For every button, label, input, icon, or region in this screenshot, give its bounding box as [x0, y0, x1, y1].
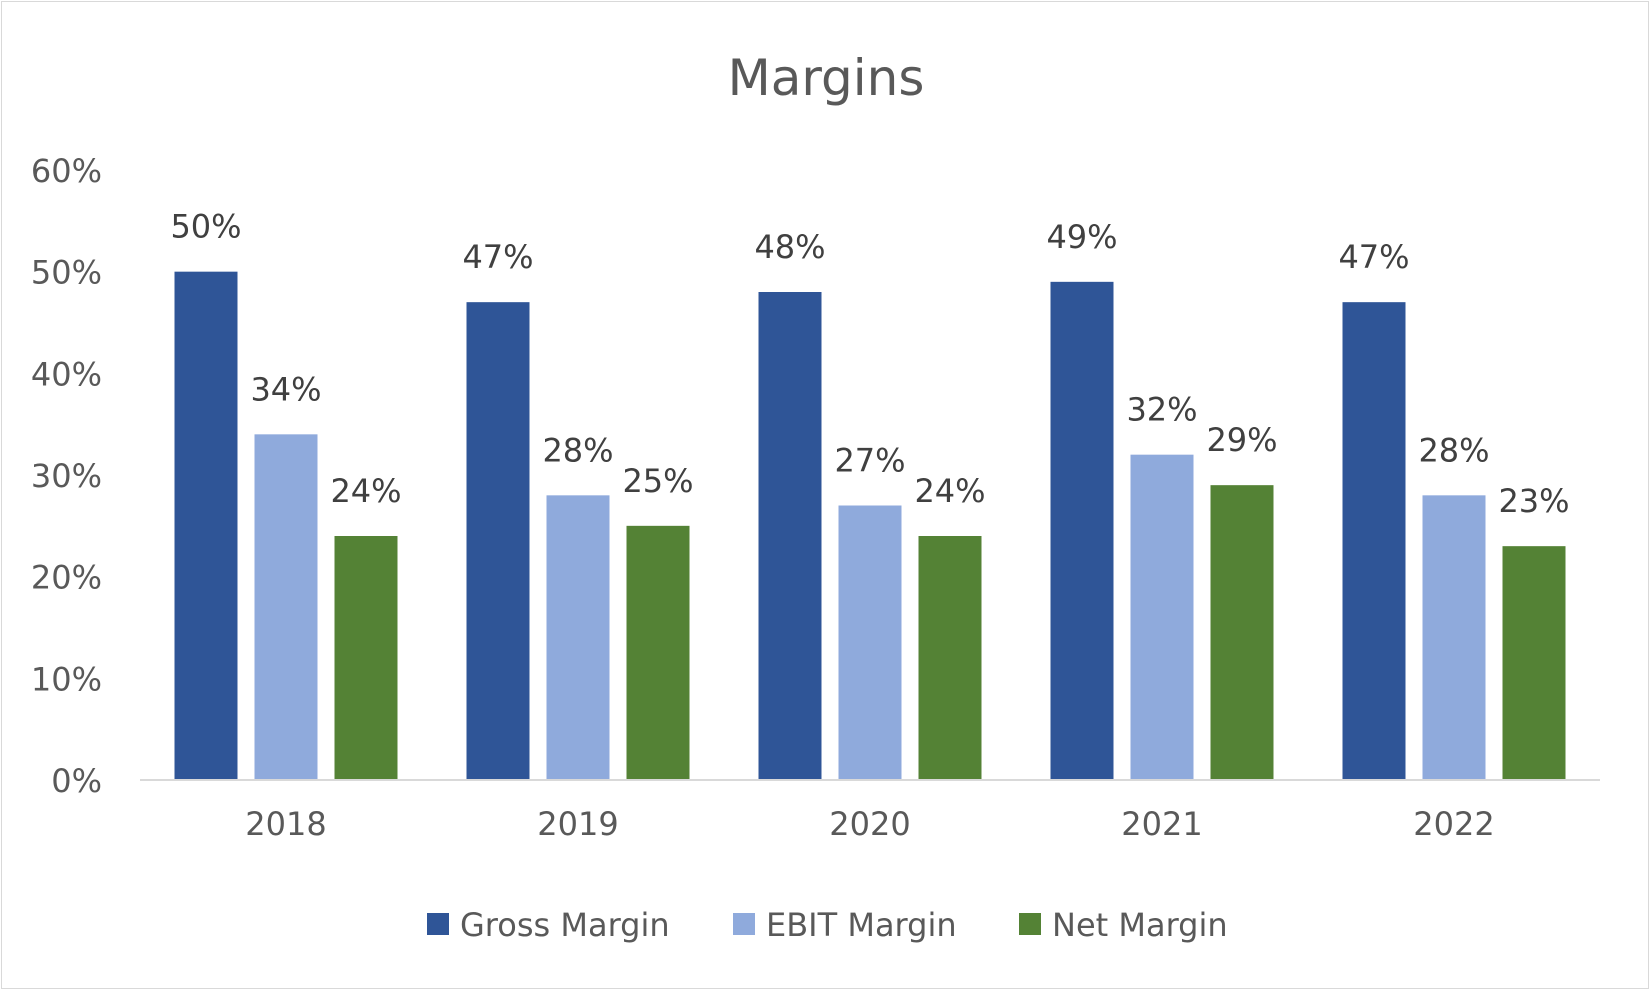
- y-tick-label: 10%: [31, 660, 102, 698]
- chart-legend: Gross Margin EBIT Margin Net Margin: [427, 906, 1228, 944]
- y-tick-label: 30%: [31, 457, 102, 495]
- bar-ebit-margin-2020: [838, 505, 902, 780]
- data-label: 28%: [542, 431, 613, 469]
- x-tick-label: 2022: [1413, 805, 1494, 843]
- bar-ebit-margin-2021: [1130, 454, 1194, 780]
- y-tick-label: 0%: [51, 762, 102, 800]
- y-tick-label: 20%: [31, 559, 102, 597]
- data-label: 47%: [1338, 238, 1409, 276]
- bar-gross-margin-2020: [758, 292, 822, 780]
- legend-swatch: [733, 913, 755, 935]
- data-label: 48%: [754, 228, 825, 266]
- bar-group-2018: 50% 34% 24%: [170, 208, 402, 780]
- x-tick-label: 2020: [829, 805, 910, 843]
- bar-gross-margin-2021: [1050, 281, 1114, 780]
- bar-group-2021: 49% 32%29%: [1046, 218, 1278, 780]
- data-label: 25%: [622, 462, 693, 500]
- bar-net-margin-2019: [626, 525, 690, 780]
- bar-net-margin-2021: [1210, 485, 1274, 780]
- y-tick-label: 60%: [31, 152, 102, 190]
- bar-ebit-margin-2022: [1422, 495, 1486, 780]
- bar-group-2020: 48% 27%24%: [754, 228, 986, 780]
- data-label: 23%: [1498, 482, 1569, 520]
- data-label: 24%: [330, 472, 401, 510]
- data-label: 29%: [1206, 421, 1277, 459]
- legend-label: Gross Margin: [460, 906, 670, 944]
- bar-ebit-margin-2018: [254, 434, 318, 780]
- data-label: 24%: [914, 472, 985, 510]
- legend-item-ebit-margin: EBIT Margin: [733, 906, 957, 944]
- legend-label: EBIT Margin: [766, 906, 957, 944]
- bar-group-2019: 47% 28%25%: [462, 238, 694, 780]
- data-label: 34%: [250, 370, 321, 408]
- bar-groups: 50%34%24%47%28%25%48%27%24%49%32%29%47%2…: [170, 208, 1570, 780]
- bar-net-margin-2020: [918, 536, 982, 780]
- bar-group-2022: 47% 28%23%: [1338, 238, 1570, 780]
- legend-label: Net Margin: [1052, 906, 1228, 944]
- data-label: 47%: [462, 238, 533, 276]
- data-label: 32%: [1126, 391, 1197, 429]
- bar-gross-margin-2019: [466, 302, 530, 780]
- bar-gross-margin-2022: [1342, 302, 1406, 780]
- bar-ebit-margin-2019: [546, 495, 610, 780]
- bar-net-margin-2022: [1502, 546, 1566, 780]
- y-tick-label: 50%: [31, 254, 102, 292]
- bar-gross-margin-2018: [174, 271, 238, 780]
- y-axis-tick-labels: 0% 10% 20% 30% 40% 50% 60%: [31, 152, 102, 800]
- bar-net-margin-2018: [334, 536, 398, 780]
- x-tick-label: 2018: [245, 805, 326, 843]
- legend-item-net-margin: Net Margin: [1019, 906, 1228, 944]
- x-tick-label: 2021: [1121, 805, 1202, 843]
- legend-swatch: [427, 913, 449, 935]
- data-label: 50%: [170, 208, 241, 246]
- data-label: 27%: [834, 442, 905, 480]
- chart-title: Margins: [728, 49, 925, 107]
- data-label: 28%: [1418, 431, 1489, 469]
- x-tick-label: 2019: [537, 805, 618, 843]
- data-label: 49%: [1046, 218, 1117, 256]
- x-axis-tick-labels: 2018 2019 2020 2021 2022: [245, 805, 1494, 843]
- legend-item-gross-margin: Gross Margin: [427, 906, 670, 944]
- y-tick-label: 40%: [31, 355, 102, 393]
- legend-swatch: [1019, 913, 1041, 935]
